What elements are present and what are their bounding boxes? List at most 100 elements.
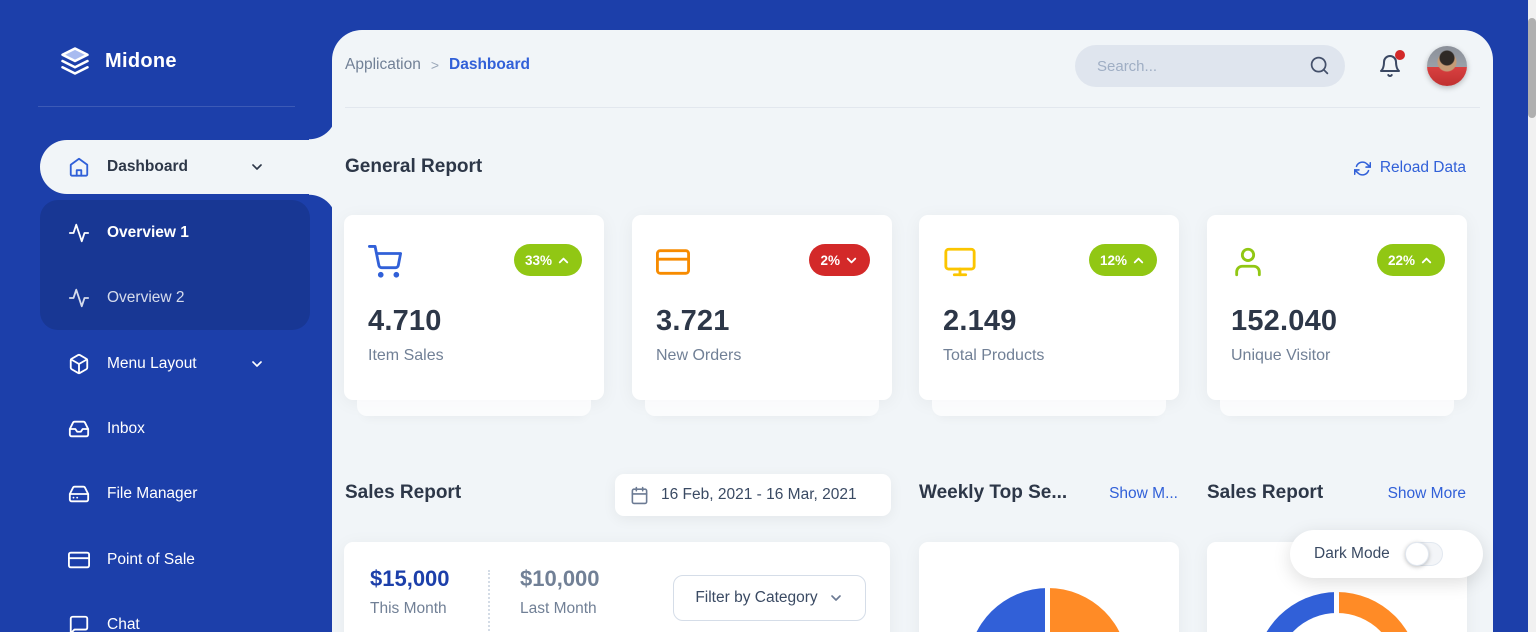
sidebar-item-label: Overview 1	[107, 223, 189, 241]
box-icon	[69, 353, 89, 375]
chevron-up-icon	[558, 257, 569, 263]
month-divider	[488, 570, 490, 632]
dark-mode-pill: Dark Mode	[1290, 530, 1483, 578]
notifications-button[interactable]	[1378, 50, 1405, 78]
notification-dot	[1395, 50, 1405, 60]
scrollbar-track	[1528, 0, 1536, 632]
user-icon	[1235, 247, 1261, 277]
sidebar-item-label: Inbox	[107, 420, 145, 437]
activity-icon	[68, 223, 90, 242]
chevron-down-icon	[830, 595, 841, 601]
sidebar-item-menu-layout[interactable]: Menu Layout	[40, 337, 337, 391]
chevron-down-icon	[252, 361, 262, 367]
layers-icon	[60, 46, 90, 76]
stat-card-unique-visitor: 22% 152.040 Unique Visitor	[1207, 215, 1467, 416]
this-month-value: $15,000	[370, 566, 450, 591]
sidebar-item-label: Menu Layout	[107, 355, 197, 372]
sidebar-item-label: Point of Sale	[107, 551, 195, 568]
sidebar-item-inbox[interactable]: Inbox	[40, 402, 337, 456]
stat-label: Item Sales	[368, 347, 444, 364]
stat-value: 152.040	[1231, 305, 1338, 337]
stat-value: 3.721	[656, 305, 730, 337]
search-input[interactable]	[1075, 45, 1345, 87]
breadcrumb-separator: >	[430, 57, 440, 73]
weekly-show-more-link[interactable]: Show M...	[1109, 485, 1178, 502]
message-square-icon	[69, 615, 89, 632]
last-month-label: Last Month	[520, 600, 597, 617]
refresh-icon	[1353, 160, 1371, 176]
search-box	[1075, 45, 1345, 87]
stat-card-new-orders: 2% 3.721 New Orders	[632, 215, 892, 416]
reload-data-label: Reload Data	[1379, 159, 1466, 176]
scrollbar-thumb[interactable]	[1528, 18, 1536, 118]
sidebar-item-file-manager[interactable]: File Manager	[40, 467, 337, 521]
chevron-up-icon	[1421, 257, 1432, 263]
monitor-icon	[944, 247, 976, 277]
trend-badge: 33%	[513, 244, 582, 276]
sidebar-item-dashboard[interactable]: Dashboard	[40, 112, 337, 222]
sidebar-item-overview-2[interactable]: Overview 2	[40, 265, 310, 330]
logo-text: Midone	[105, 49, 177, 72]
sidebar-item-chat[interactable]: Chat	[40, 598, 337, 632]
credit-card-icon	[656, 249, 690, 275]
this-month-label: This Month	[370, 600, 447, 617]
this-month-block: $15,000 This Month	[370, 566, 450, 618]
sidebar-item-label: Chat	[107, 616, 140, 632]
trend-badge: 2%	[809, 244, 870, 276]
stat-label: Unique Visitor	[1231, 347, 1331, 364]
sidebar-item-label: Dashboard	[107, 158, 188, 175]
chevron-down-icon	[846, 257, 857, 263]
app-logo[interactable]: Midone	[60, 40, 177, 82]
toggle-knob	[1404, 542, 1429, 566]
trend-badge: 22%	[1376, 244, 1445, 276]
content-panel: Application > Dashboard General Report	[332, 30, 1493, 632]
sidebar-divider	[38, 106, 295, 107]
breadcrumb-application[interactable]: Application	[345, 56, 421, 73]
weekly-top-seller-title: Weekly Top Se...	[919, 482, 1068, 503]
breadcrumb-dashboard[interactable]: Dashboard	[449, 56, 530, 73]
stat-card-item-sales: 33% 4.710 Item Sales	[344, 215, 604, 416]
sales-report-title: Sales Report	[345, 482, 462, 503]
filter-by-category-dropdown[interactable]: Filter by Category	[673, 575, 866, 621]
topbar-divider	[345, 107, 1480, 108]
shopping-cart-icon	[368, 245, 402, 278]
stat-card-total-products: 12% 2.149 Total Products	[919, 215, 1179, 416]
reload-data-button[interactable]: Reload Data	[1353, 159, 1466, 177]
stat-label: New Orders	[656, 347, 742, 364]
sidebar: Midone Dashboard Overview 1	[0, 0, 337, 632]
last-month-value: $10,000	[520, 566, 600, 591]
filter-label: Filter by Category	[695, 589, 818, 606]
donut-slice-gap	[1334, 590, 1339, 616]
trend-badge: 12%	[1088, 244, 1157, 276]
dark-mode-label: Dark Mode	[1314, 545, 1390, 562]
stat-label: Total Products	[943, 347, 1045, 364]
avatar[interactable]	[1427, 46, 1467, 86]
stat-value: 2.149	[943, 305, 1017, 337]
sidebar-item-point-of-sale[interactable]: Point of Sale	[40, 533, 337, 587]
dashboard-submenu: Overview 1 Overview 2	[40, 200, 310, 330]
hard-drive-icon	[68, 485, 90, 503]
sidebar-item-overview-1[interactable]: Overview 1	[40, 200, 310, 265]
weekly-top-seller-card	[919, 542, 1179, 632]
chevron-up-icon	[1133, 257, 1144, 263]
date-range-picker[interactable]: 16 Feb, 2021 - 16 Mar, 2021	[615, 474, 891, 516]
date-range-value: 16 Feb, 2021 - 16 Mar, 2021	[661, 486, 857, 503]
credit-card-icon	[68, 551, 90, 569]
sales-report-card: $15,000 This Month $10,000 Last Month Fi…	[344, 542, 890, 632]
breadcrumb: Application > Dashboard	[345, 56, 530, 74]
home-icon	[69, 157, 89, 177]
search-icon	[1310, 56, 1329, 75]
bell-icon	[1380, 55, 1400, 77]
stat-value: 4.710	[368, 305, 442, 337]
sales-show-more-link[interactable]: Show More	[1387, 485, 1466, 502]
sales-report-donut-card	[1207, 542, 1467, 632]
sidebar-item-label: Overview 2	[107, 288, 185, 306]
sales-report-chart-title: Sales Report	[1207, 482, 1324, 503]
activity-icon	[68, 288, 90, 307]
calendar-icon	[631, 486, 648, 504]
pie-slice-gap	[1045, 586, 1050, 632]
dark-mode-toggle[interactable]	[1404, 542, 1443, 566]
chevron-down-icon	[252, 164, 262, 170]
sidebar-item-label: File Manager	[107, 485, 198, 502]
